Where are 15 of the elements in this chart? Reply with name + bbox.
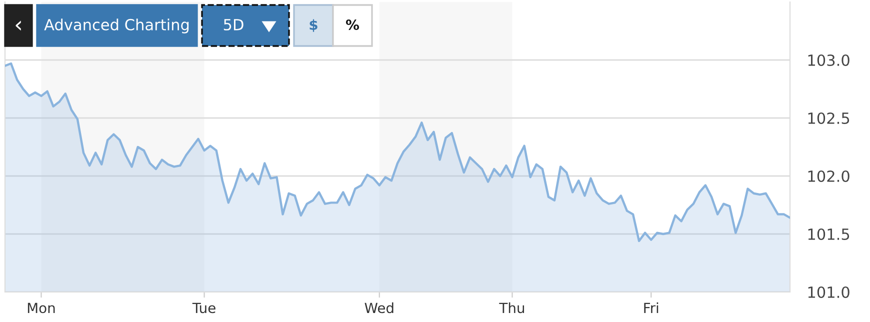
- y-tick-label: 102.0: [808, 170, 850, 182]
- x-tick-label: Mon: [28, 302, 55, 314]
- x-tick-label: Fri: [644, 302, 658, 313]
- annotation: $: [310, 19, 318, 32]
- annotation: %: [346, 20, 360, 30]
- x-tick-label: Tue: [192, 302, 216, 314]
- annotation: Advanced Charting: [44, 18, 189, 34]
- y-tick-label: 102.5: [808, 112, 850, 124]
- annotation: ‹: [16, 20, 21, 31]
- x-tick-label: Thu: [499, 302, 524, 314]
- y-tick-label: 101.5: [808, 228, 850, 240]
- y-tick-label: 101.0: [808, 286, 850, 298]
- y-tick-label: 103.0: [808, 54, 850, 66]
- annotation: 5D: [224, 19, 244, 30]
- x-tick-label: Wed: [364, 302, 394, 314]
